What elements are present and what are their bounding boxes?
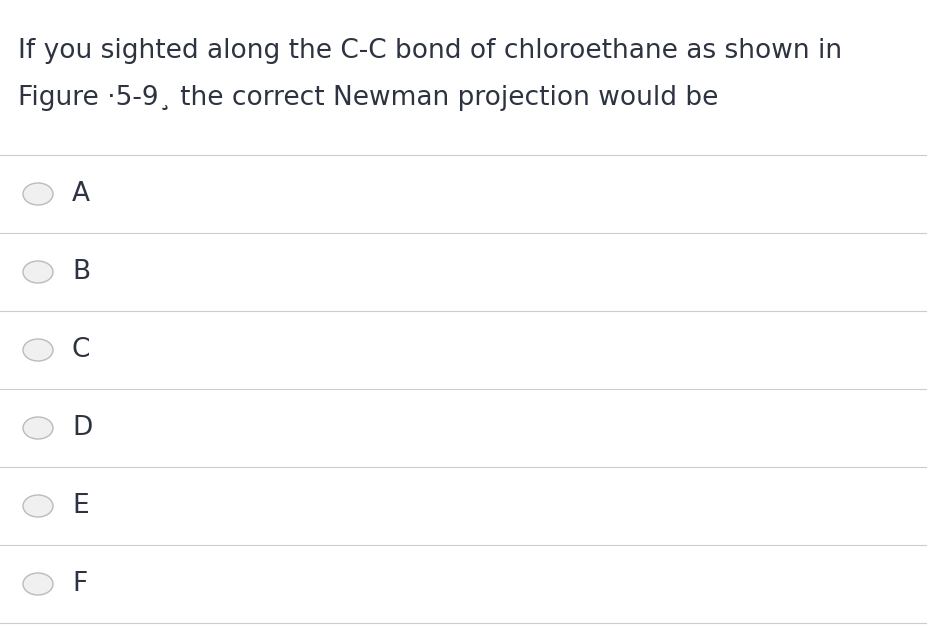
Text: C: C xyxy=(72,337,90,363)
Text: F: F xyxy=(72,571,87,597)
Ellipse shape xyxy=(23,261,53,283)
Text: If you sighted along the C-C bond of chloroethane as shown in: If you sighted along the C-C bond of chl… xyxy=(18,38,841,64)
Ellipse shape xyxy=(23,495,53,517)
Text: D: D xyxy=(72,415,92,441)
Ellipse shape xyxy=(23,417,53,439)
Text: B: B xyxy=(72,259,90,285)
Text: A: A xyxy=(72,181,90,207)
Text: Figure ·5-9¸ the correct Newman projection would be: Figure ·5-9¸ the correct Newman projecti… xyxy=(18,85,717,111)
Text: E: E xyxy=(72,493,89,519)
Ellipse shape xyxy=(23,339,53,361)
Ellipse shape xyxy=(23,573,53,595)
Ellipse shape xyxy=(23,183,53,205)
